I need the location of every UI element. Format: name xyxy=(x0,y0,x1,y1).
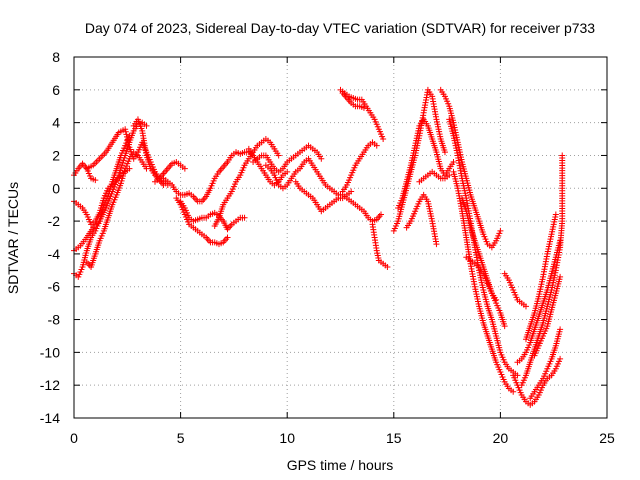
data-point xyxy=(557,273,564,280)
series-arc-9 xyxy=(160,149,257,205)
data-point xyxy=(318,155,325,162)
data-point xyxy=(284,168,291,175)
x-tick-label: 20 xyxy=(493,430,509,446)
data-point xyxy=(559,152,566,159)
data-point xyxy=(241,214,248,221)
plot-frame xyxy=(73,56,608,419)
data-point xyxy=(497,227,504,234)
series-arc-36 xyxy=(522,211,559,343)
data-point xyxy=(92,177,99,184)
y-tick-label: -2 xyxy=(48,213,61,229)
y-axis-label: SDTVAR / TECUs xyxy=(5,182,21,294)
series-arc-19 xyxy=(339,139,380,195)
y-tick-label: -10 xyxy=(40,344,60,360)
y-tick-label: -8 xyxy=(48,312,61,328)
series-arc-11 xyxy=(177,198,248,233)
series-arc-10 xyxy=(173,195,231,248)
series-arc-27 xyxy=(450,168,517,395)
series-arc-23 xyxy=(403,191,440,248)
data-point xyxy=(122,128,129,135)
y-tick-label: 8 xyxy=(52,49,60,65)
series-arc-22 xyxy=(395,116,457,211)
data-point xyxy=(160,181,167,188)
series-arc-18 xyxy=(339,90,367,111)
data-point xyxy=(450,159,457,166)
series-arc-25 xyxy=(437,86,504,251)
series-arc-7 xyxy=(130,116,167,188)
x-tick-label: 5 xyxy=(177,430,185,446)
series-arc-35 xyxy=(531,273,564,359)
y-tick-label: -6 xyxy=(48,279,61,295)
series-arc-12 xyxy=(211,136,282,230)
data-markers xyxy=(71,86,566,408)
series-arc-30 xyxy=(501,270,529,310)
series-arc-17 xyxy=(337,86,387,143)
series-arc-24 xyxy=(416,168,453,185)
x-tick-label: 15 xyxy=(386,430,402,446)
data-point xyxy=(446,172,453,179)
series-arc-16 xyxy=(292,178,355,215)
data-point xyxy=(124,136,131,143)
series-arc-28 xyxy=(459,195,508,330)
series-arc-21 xyxy=(390,86,448,234)
series-arc-31 xyxy=(510,355,564,408)
data-point xyxy=(123,133,130,140)
data-point xyxy=(501,323,508,330)
data-point xyxy=(510,388,517,395)
data-point xyxy=(522,303,529,310)
data-point xyxy=(125,139,132,146)
series-arc-15 xyxy=(262,155,385,225)
data-point xyxy=(181,165,188,172)
data-point xyxy=(552,211,559,218)
data-point xyxy=(224,234,231,241)
series-arc-29 xyxy=(463,254,500,303)
series-arc-8 xyxy=(152,159,188,185)
data-point xyxy=(143,122,150,129)
series-arc-20 xyxy=(369,221,391,271)
data-point xyxy=(441,149,448,156)
data-point xyxy=(557,355,564,362)
gridlines xyxy=(74,57,607,418)
y-tick-label: 6 xyxy=(52,82,60,98)
series-arc-34 xyxy=(527,326,564,402)
data-point xyxy=(123,131,130,138)
data-point xyxy=(378,211,385,218)
data-point xyxy=(360,104,367,111)
x-tick-label: 10 xyxy=(279,430,295,446)
data-point xyxy=(557,326,564,333)
axis-ticks xyxy=(73,56,608,419)
data-point xyxy=(275,152,282,159)
series-arc-14 xyxy=(250,142,325,175)
data-point xyxy=(380,136,387,143)
series-arc-26 xyxy=(446,116,521,379)
y-tick-label: 2 xyxy=(52,147,60,163)
y-tick-label: -4 xyxy=(48,246,61,262)
data-point xyxy=(122,126,129,133)
data-point xyxy=(384,264,391,271)
y-tick-label: -12 xyxy=(40,377,60,393)
data-point xyxy=(348,188,355,195)
x-tick-label: 25 xyxy=(599,430,615,446)
y-tick-label: 0 xyxy=(52,180,60,196)
x-axis-label: GPS time / hours xyxy=(287,457,394,473)
data-point xyxy=(373,142,380,149)
data-point xyxy=(433,241,440,248)
y-tick-label: -14 xyxy=(40,410,60,426)
tick-labels: 0 5 10 15 20 25 -14 -12 -10 -8 -6 -4 -2 0 2 4 6 8 xyxy=(40,49,615,446)
data-point xyxy=(125,141,132,148)
data-point xyxy=(493,296,500,303)
y-tick-label: 4 xyxy=(52,115,60,131)
x-tick-label: 0 xyxy=(70,430,78,446)
chart-title: Day 074 of 2023, Sidereal Day-to-day VTE… xyxy=(85,20,595,36)
